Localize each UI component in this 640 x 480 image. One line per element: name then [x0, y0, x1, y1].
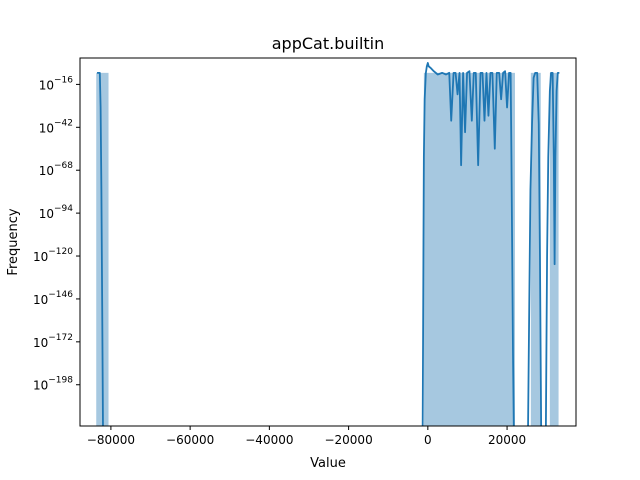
y-tick-label: 10−198 [33, 376, 73, 393]
y-tick-label: 10−42 [39, 118, 73, 135]
chart-title: appCat.builtin [272, 34, 385, 53]
histogram-bar-3 [530, 72, 541, 426]
kde-line-segment-3 [527, 71, 543, 427]
y-tick-label: 10−68 [39, 161, 74, 178]
x-tick-label: −40000 [245, 433, 293, 447]
plot-area [96, 62, 560, 427]
x-tick-label: −20000 [324, 433, 372, 447]
kde-line-segment-1 [97, 71, 104, 427]
y-axis-label: Frequency [6, 208, 21, 275]
y-tick-label: 10−172 [33, 333, 73, 350]
y-tick-label: 10−120 [33, 247, 73, 264]
histogram-bar-2 [423, 72, 515, 426]
y-axis-ticks: 10−16 10−42 10−68 10−94 10−120 10−146 10−172 10… [33, 75, 80, 393]
kde-line-segment-2 [421, 62, 515, 427]
x-tick-label: 0 [424, 433, 432, 447]
y-tick-label: 10−94 [39, 204, 74, 221]
kde-line-segment-4 [544, 71, 560, 427]
y-tick-label: 10−16 [39, 75, 74, 92]
kde-layer [97, 62, 560, 427]
x-axis-ticks: −80000 −60000 −40000 −20000 0 20000 [87, 426, 526, 447]
x-tick-label: −80000 [87, 433, 135, 447]
y-tick-label: 10−146 [33, 290, 73, 307]
x-tick-label: −60000 [166, 433, 214, 447]
x-tick-label: 20000 [488, 433, 526, 447]
axes-frame [79, 57, 577, 427]
x-axis-label: Value [310, 456, 346, 471]
